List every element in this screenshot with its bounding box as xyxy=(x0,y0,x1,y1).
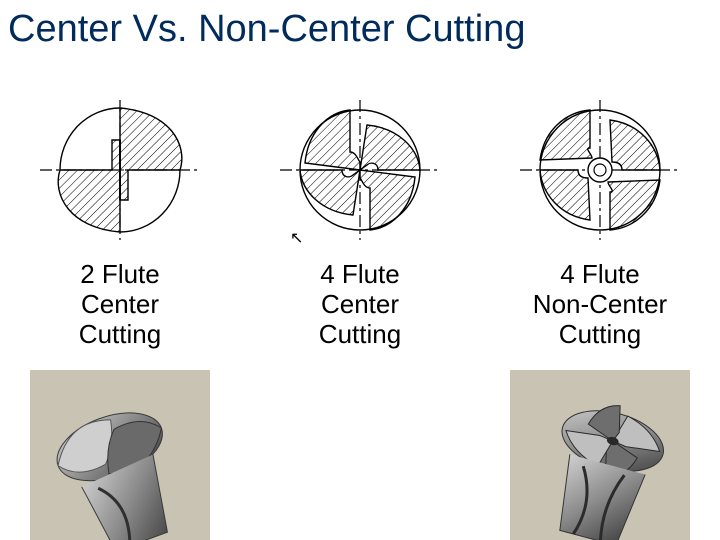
two-flute-center-diagram xyxy=(30,90,210,250)
label-text: Center xyxy=(81,289,159,319)
label-4flute-center: 4 Flute Center Cutting xyxy=(240,260,480,350)
empty-photo-col xyxy=(240,370,480,540)
label-text: 2 Flute xyxy=(80,259,160,289)
label-row: 2 Flute Center Cutting 4 Flute Center Cu… xyxy=(0,260,720,350)
photo-row xyxy=(0,370,720,540)
four-flute-photo xyxy=(510,370,690,540)
two-flute-photo xyxy=(30,370,210,540)
two-flute-center-col xyxy=(0,80,240,260)
two-flute-photo-col xyxy=(0,370,240,540)
label-4flute-noncenter: 4 Flute Non-Center Cutting xyxy=(480,260,720,350)
diagram-row xyxy=(0,80,720,260)
label-text: Cutting xyxy=(559,319,641,349)
four-flute-center-col xyxy=(240,80,480,260)
four-flute-noncenter-diagram xyxy=(510,90,690,250)
page-title: Center Vs. Non-Center Cutting xyxy=(8,8,525,51)
label-text: Cutting xyxy=(319,319,401,349)
four-flute-center-diagram xyxy=(270,90,450,250)
label-text: 4 Flute xyxy=(560,259,640,289)
label-text: Cutting xyxy=(79,319,161,349)
label-text: Non-Center xyxy=(533,289,667,319)
label-text: 4 Flute xyxy=(320,259,400,289)
label-text: Center xyxy=(321,289,399,319)
four-flute-noncenter-col xyxy=(480,80,720,260)
label-2flute: 2 Flute Center Cutting xyxy=(0,260,240,350)
four-flute-photo-col xyxy=(480,370,720,540)
